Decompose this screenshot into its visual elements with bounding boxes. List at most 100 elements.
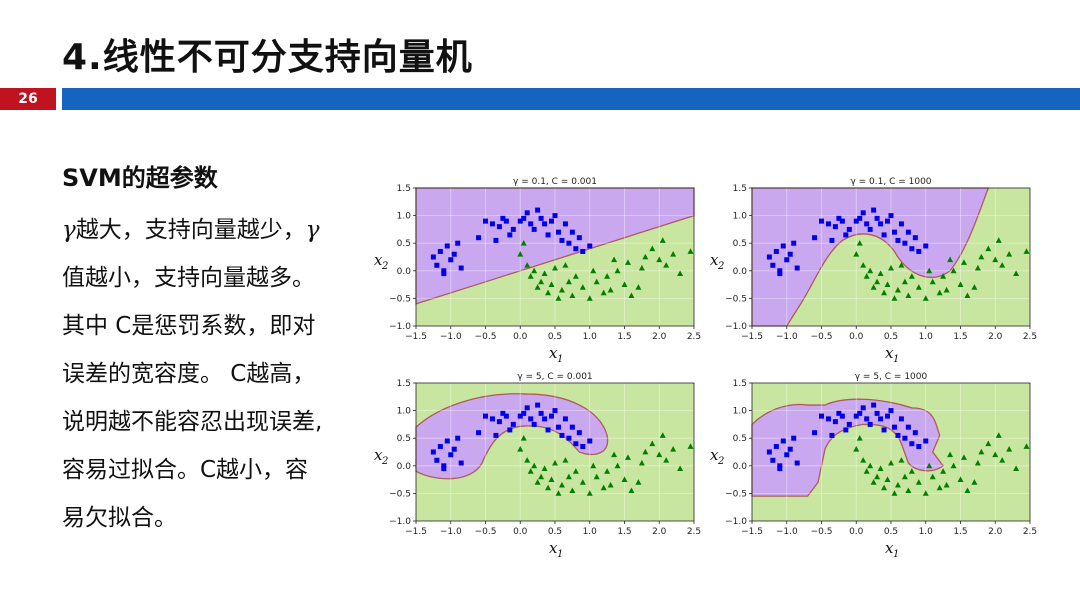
data-point-square [521, 215, 527, 221]
x-tick-label: −1.5 [741, 332, 763, 342]
data-point-square [878, 221, 884, 227]
data-point-triangle [874, 473, 881, 480]
data-point-square [444, 438, 450, 444]
y-axis-label: x [710, 251, 719, 269]
data-point-square [836, 410, 842, 416]
data-point-square [576, 430, 582, 436]
data-point-triangle [548, 281, 555, 287]
x-tick-label: 1.0 [919, 332, 934, 342]
data-point-triangle [905, 292, 912, 299]
data-point-square [871, 402, 877, 408]
data-point-triangle [552, 459, 558, 466]
data-point-square [909, 441, 915, 447]
y-axis-label: x [374, 251, 383, 269]
data-point-triangle [541, 465, 548, 471]
data-point-square [448, 452, 454, 458]
x-tick-label: −1.5 [741, 527, 763, 537]
data-point-triangle [545, 289, 552, 296]
data-point-triangle [638, 264, 645, 271]
x-tick-label: 0.5 [884, 527, 898, 537]
data-point-square [555, 424, 561, 430]
data-point-triangle [520, 240, 527, 246]
data-point-triangle [867, 462, 874, 469]
data-point-triangle [898, 262, 905, 268]
data-point-square [458, 265, 464, 271]
data-point-square [587, 438, 593, 444]
page-number-badge: 26 [0, 88, 56, 110]
data-point-triangle [894, 286, 901, 293]
x-tick-label: −0.5 [475, 332, 497, 342]
data-point-square [573, 246, 579, 252]
data-point-square [902, 435, 908, 441]
data-point-triangle [621, 476, 628, 482]
x-tick-label: 0.0 [849, 527, 864, 537]
data-point-square [538, 410, 544, 416]
data-point-square [476, 235, 482, 241]
data-point-square [441, 466, 447, 472]
y-tick-label: −1.0 [725, 322, 747, 332]
data-point-triangle [940, 273, 947, 279]
data-point-triangle [908, 468, 915, 474]
x-tick-label: 2.0 [988, 332, 1003, 342]
x-tick-label: 2.5 [687, 332, 701, 342]
data-point-square [528, 416, 534, 422]
data-point-triangle [628, 487, 635, 494]
y-tick-label: 1.5 [397, 184, 411, 194]
data-point-triangle [1006, 251, 1013, 257]
x-tick-label: 1.5 [953, 527, 967, 537]
data-point-square [853, 413, 859, 419]
data-point-triangle [534, 284, 541, 290]
data-point-square [559, 237, 565, 243]
x-tick-label: 0.0 [513, 527, 528, 537]
data-point-triangle [874, 278, 881, 285]
chart-title: γ = 0.1, C = 1000 [850, 177, 931, 187]
data-point-square [766, 254, 772, 260]
data-point-triangle [957, 281, 964, 287]
data-point-triangle [586, 295, 593, 301]
data-point-triangle [659, 432, 666, 438]
data-point-square [535, 402, 541, 408]
data-point-square [867, 226, 873, 232]
data-point-triangle [877, 465, 884, 471]
data-point-triangle [579, 284, 586, 290]
y-tick-label: 1.5 [733, 184, 747, 194]
data-point-triangle [853, 446, 860, 452]
data-point-triangle [538, 278, 545, 285]
chart-panel: −1.5 −1.0 −0.5 0.0 0.5 1.0 1.5 2.0 2.5−1.0−0.50.… [710, 372, 1037, 560]
data-point-triangle [936, 484, 943, 491]
data-point-square [552, 213, 558, 219]
data-point-square [777, 271, 783, 277]
data-point-square [871, 207, 877, 213]
data-point-triangle [999, 262, 1006, 268]
data-point-square [441, 268, 447, 274]
data-point-square [448, 257, 454, 263]
data-point-triangle [562, 262, 569, 268]
data-point-square [780, 243, 786, 249]
data-point-triangle [624, 454, 631, 460]
x-tick-label: −0.5 [811, 332, 833, 342]
data-point-triangle [888, 264, 894, 271]
data-point-square [555, 229, 561, 235]
x-axis-label-sub: 1 [893, 549, 899, 560]
x-tick-label: 2.5 [1023, 332, 1037, 342]
data-point-square [524, 405, 530, 411]
data-point-square [777, 268, 783, 274]
x-tick-label: 0.0 [513, 332, 528, 342]
data-point-square [825, 221, 831, 227]
data-point-triangle [635, 479, 642, 485]
data-point-triangle [947, 451, 954, 458]
data-point-square [489, 221, 495, 227]
data-point-triangle [926, 267, 933, 274]
data-point-triangle [974, 459, 981, 466]
data-point-square [507, 232, 513, 238]
y-axis-label-sub: 2 [717, 456, 724, 467]
data-point-triangle [943, 286, 950, 293]
data-point-square [784, 257, 790, 263]
data-point-triangle [555, 490, 562, 496]
data-point-triangle [894, 481, 901, 488]
y-axis-label: x [374, 446, 383, 464]
y-tick-label: −1.0 [389, 517, 411, 527]
data-point-square [773, 443, 779, 449]
y-tick-label: −1.0 [389, 322, 411, 332]
data-point-triangle [978, 253, 985, 260]
